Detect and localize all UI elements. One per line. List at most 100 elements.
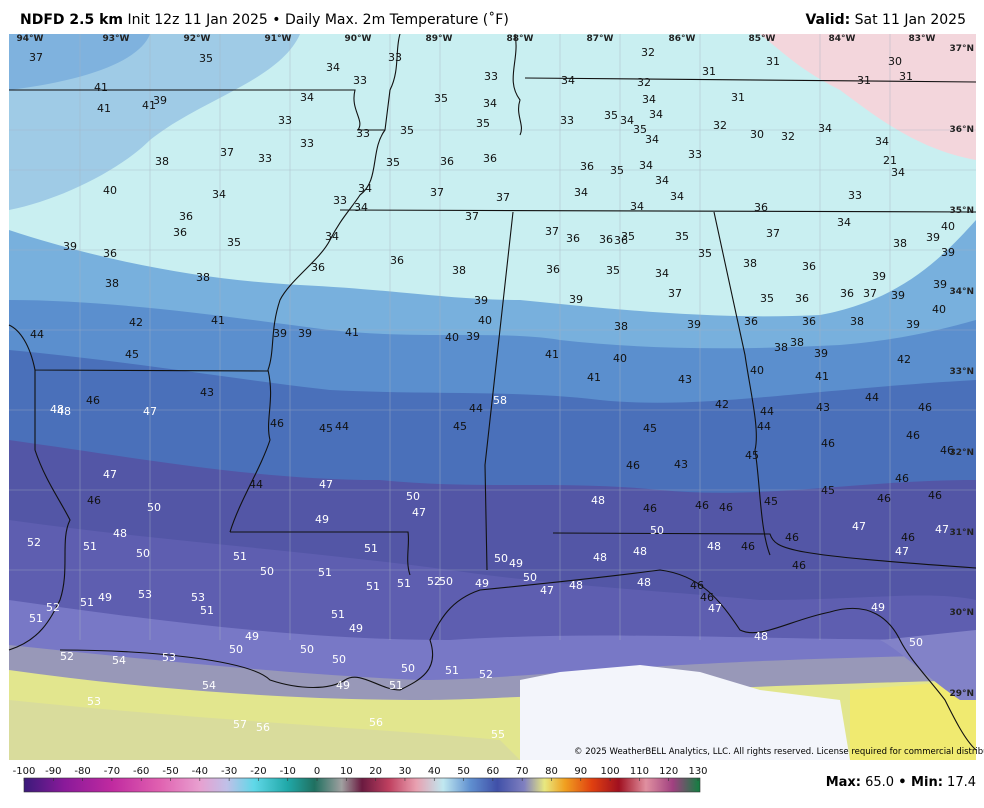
description: Init 12z 11 Jan 2025 • Daily Max. 2m Tem… xyxy=(127,12,509,28)
station-value: 39 xyxy=(153,94,167,107)
station-value: 34 xyxy=(891,166,905,179)
station-value: 35 xyxy=(633,123,647,136)
station-value: 56 xyxy=(256,721,270,734)
header-title: NDFD 2.5 km Init 12z 11 Jan 2025 • Daily… xyxy=(20,12,509,28)
station-value: 51 xyxy=(83,540,97,553)
station-value: 33 xyxy=(484,70,498,83)
station-value: 51 xyxy=(318,566,332,579)
station-value: 37 xyxy=(668,287,682,300)
station-value: 45 xyxy=(125,348,139,361)
station-value: 49 xyxy=(475,577,489,590)
lat-label: 32°N xyxy=(949,448,974,458)
station-value: 45 xyxy=(319,422,333,435)
station-value: 45 xyxy=(821,484,835,497)
lat-label: 35°N xyxy=(949,206,974,216)
station-value: 42 xyxy=(129,316,143,329)
station-value: 38 xyxy=(790,336,804,349)
station-value: 51 xyxy=(366,580,380,593)
station-value: 35 xyxy=(476,117,490,130)
station-value: 36 xyxy=(179,210,193,223)
station-value: 48 xyxy=(113,527,127,540)
station-value: 53 xyxy=(162,651,176,664)
station-value: 51 xyxy=(389,679,403,692)
station-value: 49 xyxy=(336,679,350,692)
station-value: 36 xyxy=(795,292,809,305)
min-label: • Min: xyxy=(898,775,943,790)
min-value: 17.4 xyxy=(947,775,976,790)
station-value: 35 xyxy=(760,292,774,305)
lon-label: 90°W xyxy=(345,34,372,44)
colorbar-tick-label: -10 xyxy=(280,766,296,777)
station-value: 46 xyxy=(626,459,640,472)
lon-label: 89°W xyxy=(426,34,453,44)
station-value: 34 xyxy=(300,91,314,104)
station-value: 34 xyxy=(574,186,588,199)
lon-label: 85°W xyxy=(749,34,776,44)
station-value: 40 xyxy=(103,184,117,197)
station-value: 41 xyxy=(545,348,559,361)
station-value: 44 xyxy=(249,478,263,491)
station-value: 36 xyxy=(173,226,187,239)
valid-date: Sat 11 Jan 2025 xyxy=(854,12,966,28)
lat-label: 37°N xyxy=(949,44,974,54)
station-value: 34 xyxy=(354,201,368,214)
station-value: 37 xyxy=(863,287,877,300)
station-value: 44 xyxy=(757,420,771,433)
colorbar-tick-label: 10 xyxy=(340,766,353,777)
lon-label: 88°W xyxy=(507,34,534,44)
station-value: 50 xyxy=(650,524,664,537)
station-value: 33 xyxy=(333,194,347,207)
lon-label: 93°W xyxy=(103,34,130,44)
station-value: 41 xyxy=(345,326,359,339)
station-value: 50 xyxy=(332,653,346,666)
station-value: 37 xyxy=(545,225,559,238)
station-value: 51 xyxy=(397,577,411,590)
station-value: 31 xyxy=(731,91,745,104)
station-value: 47 xyxy=(319,478,333,491)
station-value: 41 xyxy=(142,99,156,112)
station-value: 44 xyxy=(865,391,879,404)
max-value: 65.0 xyxy=(865,775,894,790)
lat-label: 33°N xyxy=(949,367,974,377)
station-value: 49 xyxy=(98,591,112,604)
header-valid: Valid: Sat 11 Jan 2025 xyxy=(805,12,966,28)
station-value: 46 xyxy=(940,444,954,457)
station-value: 40 xyxy=(478,314,492,327)
station-value: 34 xyxy=(212,188,226,201)
station-value: 33 xyxy=(848,189,862,202)
station-value: 51 xyxy=(233,550,247,563)
product: NDFD 2.5 km xyxy=(20,12,123,28)
station-value: 52 xyxy=(46,601,60,614)
station-value: 50 xyxy=(260,565,274,578)
station-value: 33 xyxy=(278,114,292,127)
station-value: 50 xyxy=(406,490,420,503)
station-value: 47 xyxy=(895,545,909,558)
colorbar-tick-label: 100 xyxy=(601,766,620,777)
station-value: 52 xyxy=(427,575,441,588)
station-value: 54 xyxy=(112,654,126,667)
colorbar-tick-label: 90 xyxy=(574,766,587,777)
lat-label: 29°N xyxy=(949,689,974,699)
station-value: 39 xyxy=(872,270,886,283)
station-value: 46 xyxy=(87,494,101,507)
station-value: 36 xyxy=(546,263,560,276)
station-value: 31 xyxy=(766,55,780,68)
station-value: 47 xyxy=(143,405,157,418)
station-value: 43 xyxy=(678,373,692,386)
station-value: 36 xyxy=(614,234,628,247)
colorbar-tick-label: -100 xyxy=(13,766,36,777)
station-value: 41 xyxy=(94,81,108,94)
lon-label: 84°W xyxy=(829,34,856,44)
station-value: 51 xyxy=(80,596,94,609)
station-value: 35 xyxy=(606,264,620,277)
station-value: 41 xyxy=(211,314,225,327)
station-value: 36 xyxy=(103,247,117,260)
station-value: 51 xyxy=(445,664,459,677)
station-value: 39 xyxy=(906,318,920,331)
station-value: 50 xyxy=(136,547,150,560)
copyright: © 2025 WeatherBELL Analytics, LLC. All r… xyxy=(574,747,984,757)
station-value: 49 xyxy=(315,513,329,526)
station-value: 49 xyxy=(349,622,363,635)
station-value: 48 xyxy=(591,494,605,507)
